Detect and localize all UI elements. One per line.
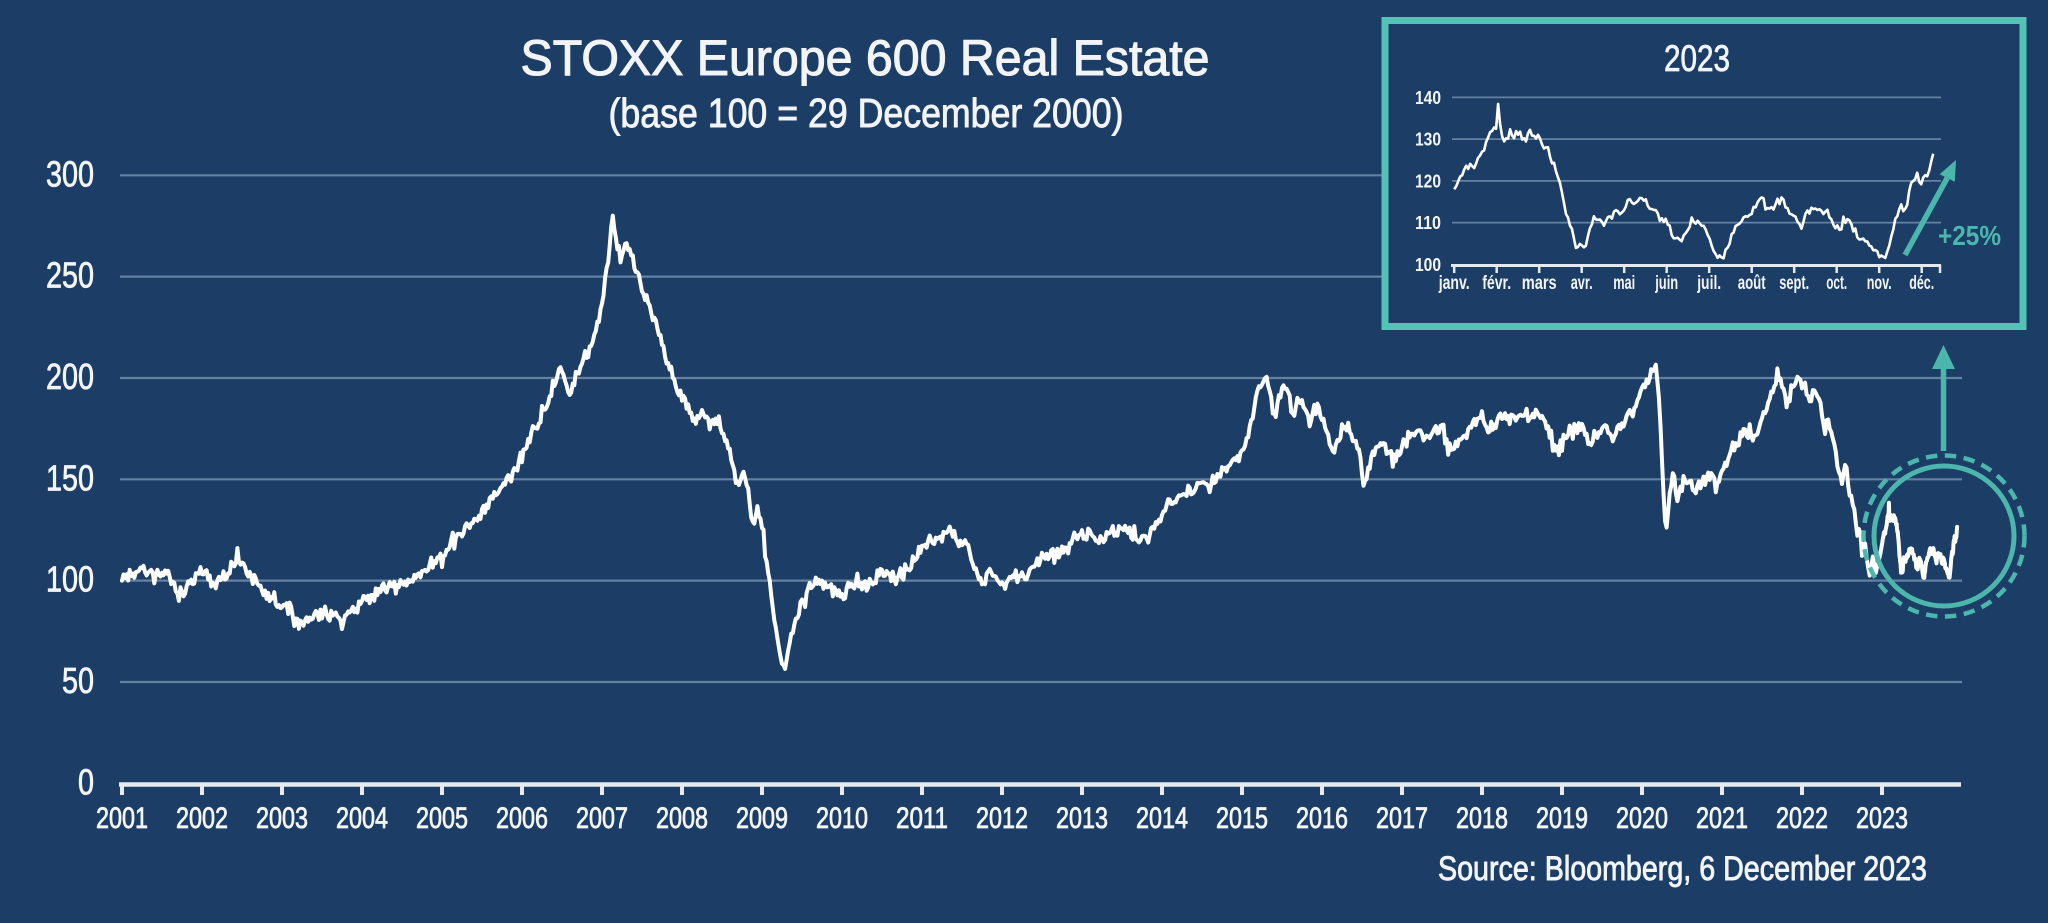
- svg-text:mai: mai: [1613, 273, 1635, 294]
- svg-text:300: 300: [46, 153, 94, 194]
- svg-text:2021: 2021: [1696, 802, 1748, 835]
- svg-text:févr.: févr.: [1482, 273, 1511, 294]
- svg-text:janv.: janv.: [1438, 273, 1470, 294]
- svg-text:50: 50: [62, 660, 94, 701]
- svg-text:Source: Bloomberg, 6 December: Source: Bloomberg, 6 December 2023: [1438, 850, 1927, 888]
- svg-text:2002: 2002: [176, 802, 228, 835]
- svg-text:STOXX Europe 600 Real Estate: STOXX Europe 600 Real Estate: [521, 30, 1210, 86]
- svg-text:200: 200: [46, 356, 94, 397]
- svg-text:100: 100: [1415, 255, 1441, 275]
- svg-text:2005: 2005: [416, 802, 468, 835]
- svg-text:sept.: sept.: [1779, 273, 1809, 294]
- svg-text:2010: 2010: [816, 802, 868, 835]
- svg-text:2012: 2012: [976, 802, 1028, 835]
- svg-text:140: 140: [1415, 88, 1441, 108]
- svg-text:100: 100: [46, 559, 94, 600]
- svg-text:2015: 2015: [1216, 802, 1268, 835]
- svg-text:2007: 2007: [576, 802, 628, 835]
- svg-text:2011: 2011: [896, 802, 948, 835]
- svg-text:2019: 2019: [1536, 802, 1588, 835]
- svg-text:110: 110: [1415, 213, 1441, 233]
- svg-text:nov.: nov.: [1867, 273, 1892, 294]
- svg-text:2001: 2001: [96, 802, 148, 835]
- svg-text:150: 150: [46, 457, 94, 498]
- svg-text:2023: 2023: [1664, 38, 1730, 79]
- svg-text:2022: 2022: [1776, 802, 1828, 835]
- svg-text:2017: 2017: [1376, 802, 1428, 835]
- svg-text:2020: 2020: [1616, 802, 1668, 835]
- svg-text:2013: 2013: [1056, 802, 1108, 835]
- svg-text:2009: 2009: [736, 802, 788, 835]
- svg-text:juin: juin: [1655, 273, 1679, 294]
- svg-text:2004: 2004: [336, 802, 388, 835]
- svg-text:250: 250: [46, 255, 94, 296]
- svg-text:avr.: avr.: [1571, 273, 1593, 294]
- svg-text:oct.: oct.: [1826, 273, 1847, 294]
- svg-text:déc.: déc.: [1909, 273, 1934, 294]
- svg-text:2006: 2006: [496, 802, 548, 835]
- svg-text:mars: mars: [1522, 273, 1557, 294]
- svg-text:+25%: +25%: [1938, 220, 2001, 251]
- svg-text:2018: 2018: [1456, 802, 1508, 835]
- svg-text:2008: 2008: [656, 802, 708, 835]
- svg-text:2014: 2014: [1136, 802, 1188, 835]
- svg-text:0: 0: [78, 761, 94, 802]
- svg-text:(base 100 = 29 December 2000): (base 100 = 29 December 2000): [609, 90, 1124, 136]
- svg-text:120: 120: [1415, 171, 1441, 191]
- svg-text:2023: 2023: [1856, 802, 1908, 835]
- svg-text:2016: 2016: [1296, 802, 1348, 835]
- svg-text:août: août: [1738, 273, 1766, 294]
- svg-text:2003: 2003: [256, 802, 308, 835]
- svg-text:130: 130: [1415, 130, 1441, 150]
- svg-text:juil.: juil.: [1696, 273, 1721, 294]
